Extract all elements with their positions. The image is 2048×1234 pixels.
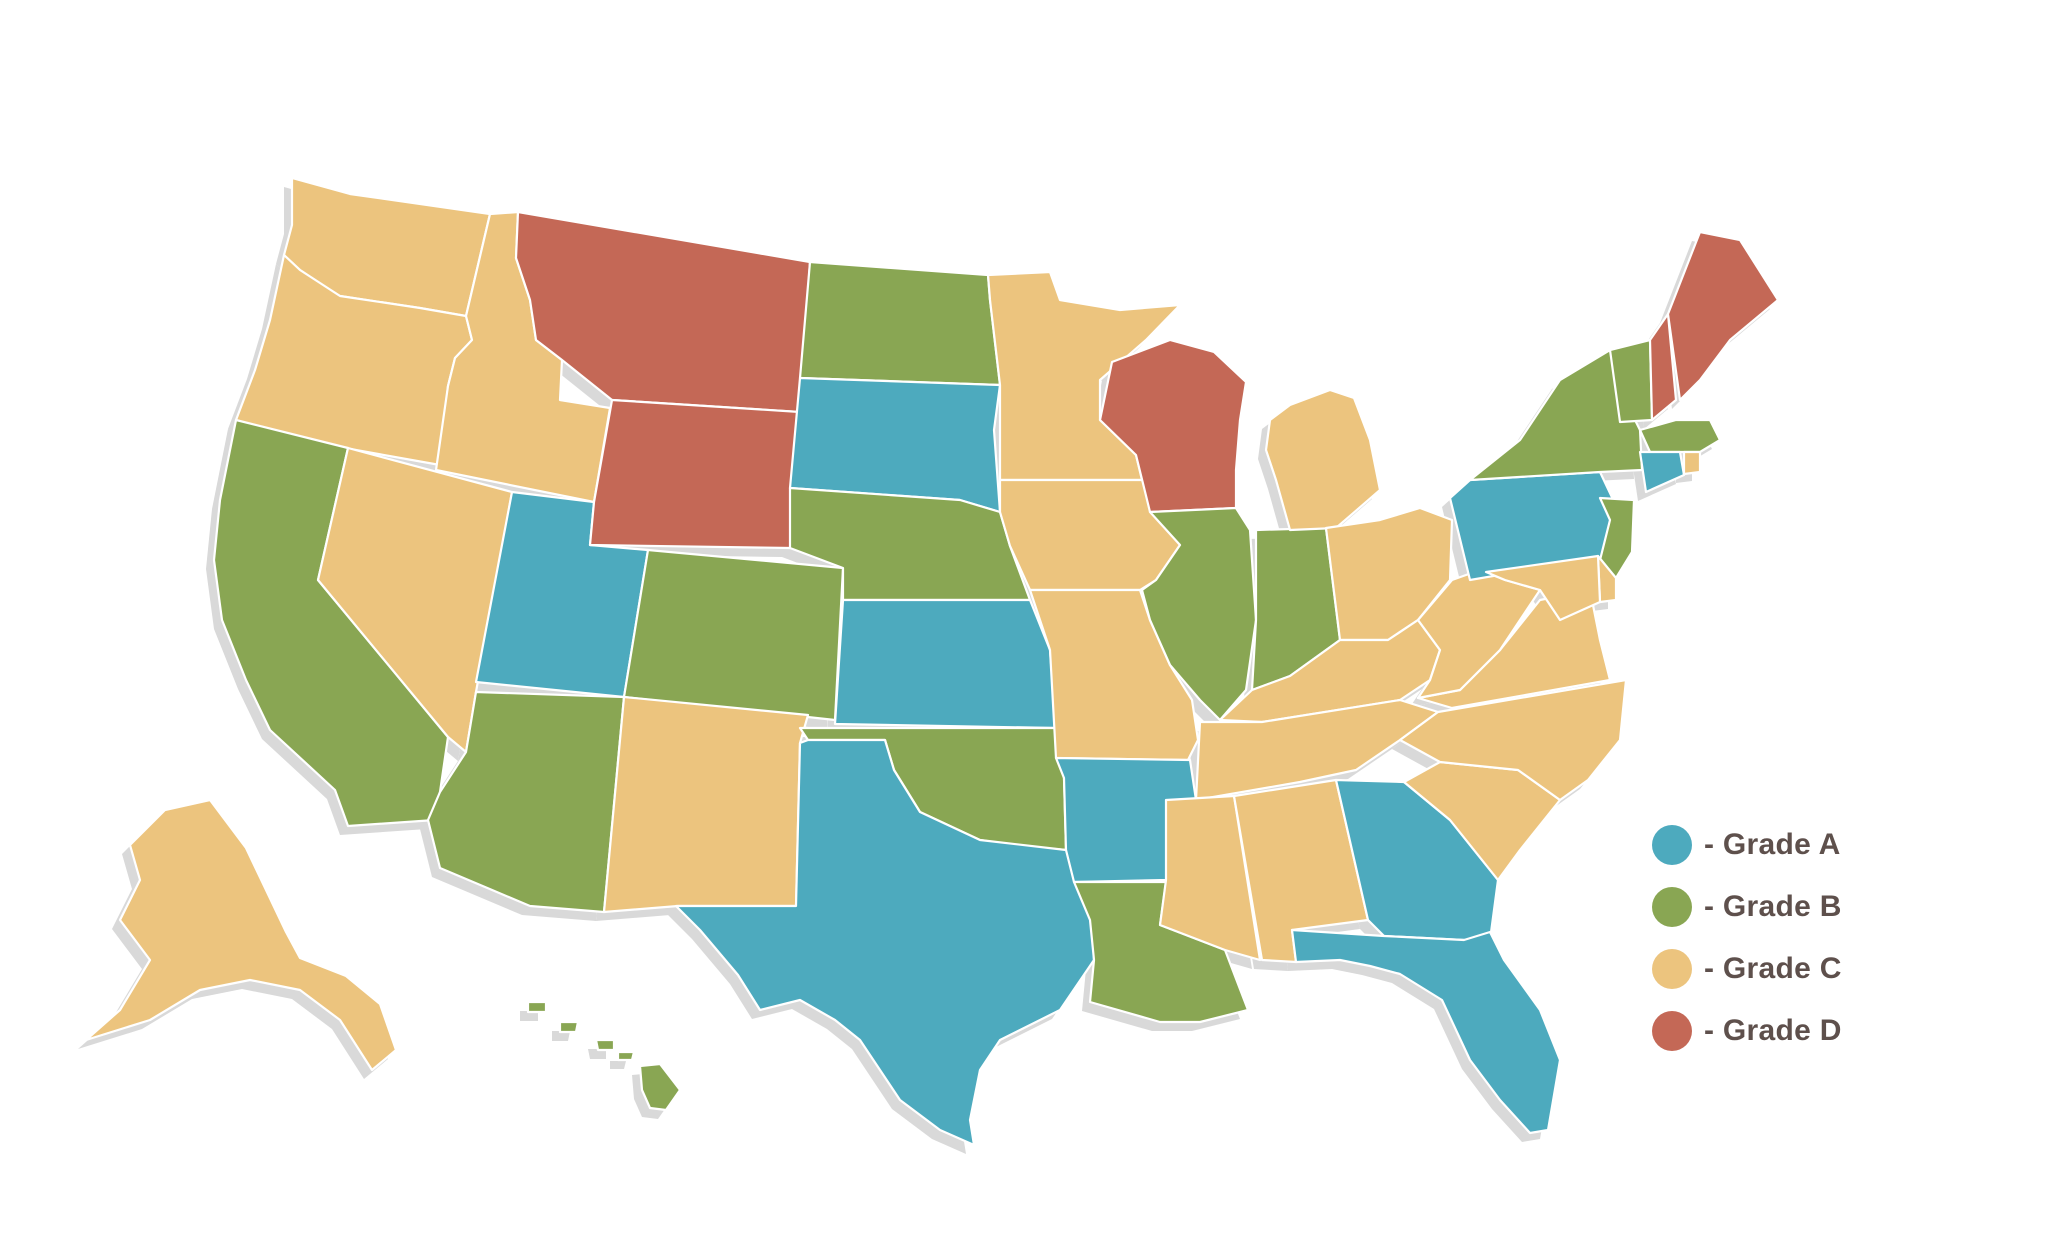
state-nm [602, 695, 810, 914]
state-me [1666, 230, 1780, 402]
state-hi [616, 1050, 636, 1062]
grade-b-swatch [1652, 887, 1692, 927]
state-shadow [610, 1061, 626, 1069]
state-shadow [520, 1011, 538, 1021]
state-wy [588, 398, 802, 550]
legend-item-grade-a: - Grade A [1652, 814, 2012, 876]
state-co [622, 548, 845, 722]
grade-a-swatch [1652, 825, 1692, 865]
state-fl [1290, 928, 1562, 1135]
legend-label-grade-b: - Grade B [1704, 890, 1842, 923]
state-shadow [552, 1031, 570, 1041]
state-layer [84, 176, 1780, 1147]
grade-c-swatch [1652, 949, 1692, 989]
state-ma [1638, 418, 1722, 454]
state-nc [1398, 678, 1628, 802]
state-hi [594, 1038, 616, 1052]
state-nd [798, 260, 1002, 387]
state-shadow [588, 1049, 606, 1059]
state-hi [638, 1062, 682, 1112]
state-ak [84, 798, 398, 1072]
grade-d-swatch [1652, 1011, 1692, 1051]
state-nh [1648, 312, 1678, 422]
state-ri [1682, 450, 1702, 476]
legend-item-grade-c: - Grade C [1652, 938, 2012, 1000]
legend-label-grade-c: - Grade C [1704, 952, 1842, 985]
state-hi [558, 1020, 580, 1034]
state-ks [833, 598, 1058, 730]
state-ct [1638, 450, 1686, 494]
legend-item-grade-b: - Grade B [1652, 876, 2012, 938]
state-wi [1098, 338, 1248, 514]
state-mi [1264, 388, 1382, 532]
legend: - Grade A - Grade B - Grade C - Grade D [1652, 814, 2012, 1062]
legend-label-grade-a: - Grade A [1704, 828, 1841, 861]
state-tx [674, 738, 1096, 1147]
state-il [1140, 506, 1258, 722]
state-mn [986, 270, 1182, 482]
state-md [1484, 554, 1602, 622]
legend-item-grade-d: - Grade D [1652, 1000, 2012, 1062]
legend-label-grade-d: - Grade D [1704, 1014, 1842, 1047]
state-hi [526, 1000, 548, 1014]
